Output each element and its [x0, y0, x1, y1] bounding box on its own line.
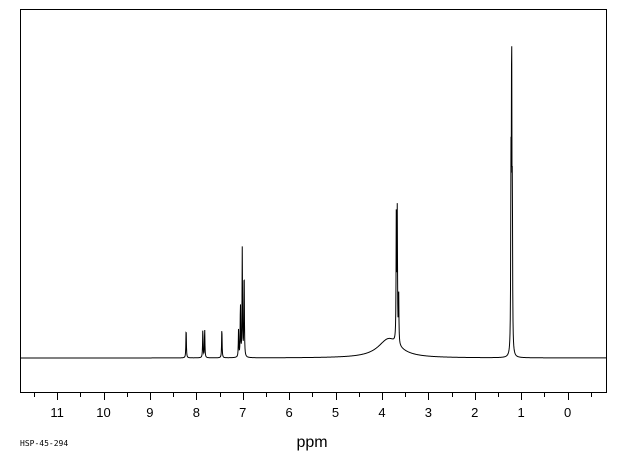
- x-axis-title: ppm: [296, 434, 327, 451]
- spectrum-trace: [21, 46, 606, 359]
- x-tick-label: 11: [50, 405, 64, 420]
- x-tick-label: 9: [146, 405, 153, 420]
- x-axis-tick-labels: 11 10 9 8 7 6 5 4 3 2 1 0: [50, 405, 571, 420]
- x-tick-label: 0: [564, 405, 571, 420]
- sample-id-label: HSP-45-294: [20, 439, 68, 448]
- x-tick-label: 2: [471, 405, 478, 420]
- x-tick-label: 5: [332, 405, 339, 420]
- x-tick-label: 10: [96, 405, 110, 420]
- x-tick-label: 1: [518, 405, 525, 420]
- x-tick-label: 8: [193, 405, 200, 420]
- x-tick-label: 6: [286, 405, 293, 420]
- x-tick-label: 3: [425, 405, 432, 420]
- plot-frame: [20, 9, 607, 393]
- peak-markers: [186, 51, 512, 330]
- x-axis-ticks: [34, 392, 592, 400]
- x-tick-label: 7: [239, 405, 246, 420]
- x-tick-label: 4: [378, 405, 385, 420]
